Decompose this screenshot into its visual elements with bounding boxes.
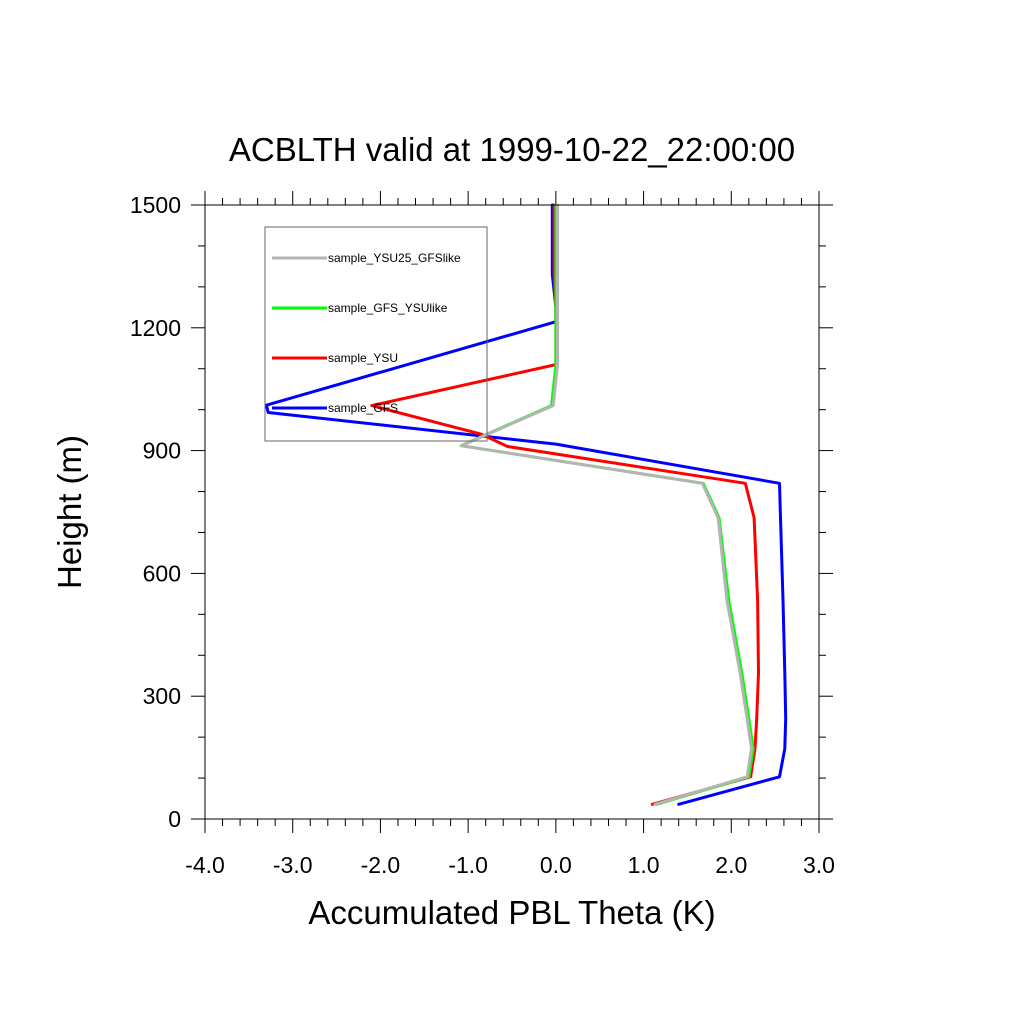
- y-tick-label: 1200: [130, 315, 181, 341]
- legend-label: sample_GFS_YSUlike: [328, 301, 448, 315]
- legend-label: sample_GFS: [328, 401, 398, 415]
- series-lines: [264, 203, 788, 806]
- legend-label: sample_YSU25_GFSlike: [328, 251, 461, 265]
- plot-frame: [204, 204, 820, 820]
- x-tick-label: 1.0: [628, 852, 660, 878]
- y-axis-title: Height (m): [51, 435, 88, 589]
- y-tick-label: 900: [143, 438, 181, 464]
- x-tick-label: -2.0: [361, 852, 401, 878]
- y-tick-label: 1500: [130, 192, 181, 218]
- y-tick-label: 0: [168, 806, 181, 832]
- legend: sample_YSU25_GFSlike sample_GFS_YSUlikesa…: [264, 226, 488, 442]
- x-tick-label: -1.0: [448, 852, 488, 878]
- series-line-sample-gfs: [264, 203, 788, 806]
- x-axis-title: Accumulated PBL Theta (K): [308, 894, 715, 931]
- legend-box: [264, 226, 488, 442]
- series-line-sample-gfs-ysulike: [459, 203, 755, 806]
- legend-label: sample_YSU: [328, 351, 398, 365]
- y-tick-label: 300: [143, 683, 181, 709]
- axis-ticks: -4.0 -3.0 -2.0 -1.0 0.0 1.0 2.0 3.0 0 300 600 900 12…: [130, 191, 835, 878]
- x-tick-label: -3.0: [273, 852, 313, 878]
- y-tick-label: 600: [143, 560, 181, 586]
- chart-title: ACBLTH valid at 1999-10-22_22:00:00: [229, 131, 795, 168]
- x-tick-label: 3.0: [803, 852, 835, 878]
- series-line-sample-ysu: [370, 203, 760, 806]
- x-tick-label: 2.0: [715, 852, 747, 878]
- series-line-sample-ysu25-gfslike: [459, 203, 753, 806]
- x-tick-label: 0.0: [540, 852, 572, 878]
- x-tick-label: -4.0: [185, 852, 225, 878]
